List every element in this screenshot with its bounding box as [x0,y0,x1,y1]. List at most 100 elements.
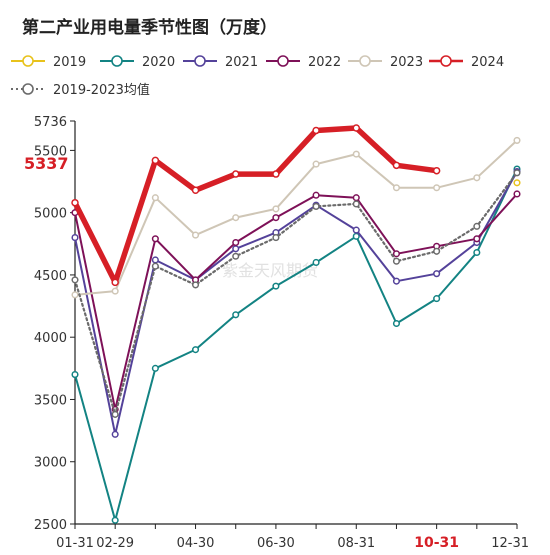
data-point [433,270,441,278]
data-point [191,186,200,194]
data-point [312,191,320,199]
legend-marker [440,55,452,67]
data-point [433,247,441,255]
data-point [151,194,159,202]
legend-item-2019-2023: 2019-2023均值 [11,82,150,98]
x-tick-label: 06-30 [257,536,295,551]
series-2019 [513,179,521,187]
series-2024 [71,124,441,287]
data-point [392,161,401,170]
series-line [73,171,519,416]
data-point [473,248,481,257]
legend-label: 2024 [471,55,504,70]
legend-marker [22,55,34,67]
data-point [191,346,200,354]
x-tick-label: 10-31 [414,535,459,551]
x-tick-label: 12-31 [491,536,529,551]
legend-label: 2022 [308,55,341,70]
data-point [272,205,280,213]
y-tick-label: 4500 [34,269,67,284]
series-2020 [71,165,521,524]
data-point [232,252,240,260]
data-point [392,277,401,285]
data-point [513,179,521,187]
data-point [232,214,240,222]
data-point [473,174,481,182]
legend-item-2022: 2022 [266,55,341,70]
data-point [151,156,160,165]
data-point [352,150,360,158]
data-point [231,170,240,178]
data-point [312,202,320,210]
series-layer [71,124,521,524]
data-point [433,295,441,303]
y-tick-label: 4000 [34,331,67,346]
data-point [111,278,119,287]
data-point [473,235,481,243]
series-line [74,193,518,411]
data-point [272,234,280,242]
data-point [151,235,159,243]
legend-item-2020: 2020 [100,55,175,70]
data-point [111,287,119,295]
legend-item-2024: 2024 [429,55,504,70]
series-2019-2023 [71,169,521,418]
axes: 2500 3000 3500 4000 4500 5000 5500 5736 01-31 02-… [34,115,529,551]
data-point [352,232,360,240]
data-point [232,238,240,247]
data-point [151,256,159,264]
legend-label: 2019 [53,55,86,70]
data-point [473,222,481,230]
data-point [71,371,79,379]
legend-marker [277,55,289,67]
x-tick-label: 08-31 [337,536,375,551]
y-tick-label: 3000 [34,456,67,471]
legend-item-2019: 2019 [11,55,86,70]
y-tick-label: 2500 [34,518,67,533]
data-point [272,282,280,290]
series-2022 [71,190,521,413]
data-point [232,245,240,253]
data-point [352,124,361,132]
data-point [232,311,240,319]
data-point [151,364,159,372]
data-point [513,169,521,177]
data-point [513,136,521,144]
legend-marker [194,55,206,67]
data-point [71,276,79,284]
series-line [74,139,518,296]
data-point [433,184,441,192]
data-point [392,250,401,258]
data-point [513,190,521,198]
data-point [111,410,119,418]
data-point [272,214,280,222]
series-line [72,125,440,286]
data-point [191,281,200,289]
data-point [352,194,360,202]
legend-label: 2020 [142,55,175,70]
legend-marker [111,55,123,67]
data-point [71,291,79,299]
legend-marker [22,83,34,95]
data-point [392,319,401,328]
legend-label: 2023 [390,55,423,70]
data-point [312,258,320,267]
data-point [111,516,119,524]
data-point [352,200,360,208]
data-point [432,166,441,175]
series-line [74,168,518,522]
data-point [151,262,159,270]
chart-title: 第二产业用电量季节性图（万度） [22,17,277,38]
data-point [392,257,401,265]
data-point [392,184,401,192]
data-point [312,126,320,135]
x-tick-label: 01-31 [56,536,94,551]
data-point [191,231,200,239]
legend-label: 2021 [225,55,258,70]
data-point [312,160,320,168]
data-point [352,226,360,234]
legend: 2019 2020 2021 2022 2023 2024 2019-2023均值 [11,55,504,98]
data-point [71,198,79,207]
series-2023 [71,136,521,299]
